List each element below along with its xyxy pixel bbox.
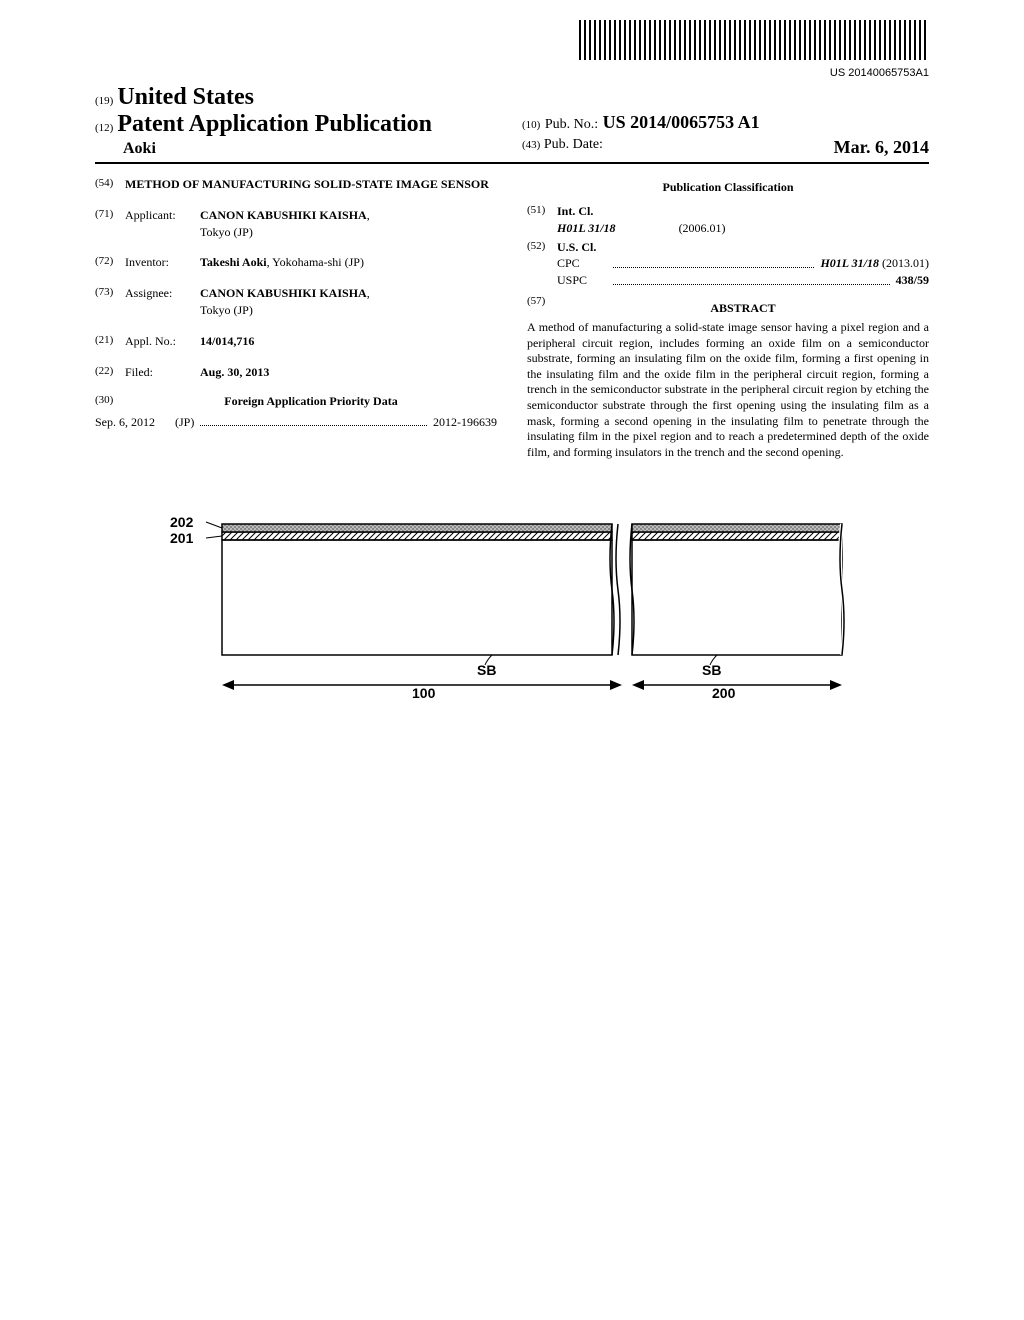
assignee-code: (73) (95, 285, 125, 319)
assignee-value: CANON KABUSHIKI KAISHA, Tokyo (JP) (200, 285, 497, 319)
cpc-label: CPC (557, 255, 607, 272)
code-19: (19) (95, 95, 113, 107)
filed-code: (22) (95, 364, 125, 381)
assignee-row: (73) Assignee: CANON KABUSHIKI KAISHA, T… (95, 285, 497, 319)
label-200: 200 (712, 685, 735, 701)
line-12: (12) Patent Application Publication (95, 111, 502, 138)
left-column: (54) METHOD OF MANUFACTURING SOLID-STATE… (95, 176, 497, 460)
inventor-row: (72) Inventor: Takeshi Aoki, Yokohama-sh… (95, 254, 497, 271)
header-row: (19) United States (12) Patent Applicati… (95, 84, 929, 164)
applicant-value: CANON KABUSHIKI KAISHA, Tokyo (JP) (200, 207, 497, 241)
uspc-value: 438/59 (896, 272, 929, 289)
title-code: (54) (95, 176, 125, 193)
assignee-loc: Tokyo (JP) (200, 303, 253, 317)
uscl-label-text: U.S. Cl. (557, 240, 596, 254)
applicant-row: (71) Applicant: CANON KABUSHIKI KAISHA, … (95, 207, 497, 241)
line-19: (19) United States (95, 84, 502, 111)
pub-no-label: Pub. No.: (545, 117, 598, 132)
applicant-loc: Tokyo (JP) (200, 225, 253, 239)
applno-value: 14/014,716 (200, 333, 497, 350)
abstract-text: A method of manufacturing a solid-state … (527, 320, 929, 460)
intcl-code: (51) (527, 203, 557, 220)
uspc-row: USPC 438/59 (557, 272, 929, 289)
header-left: (19) United States (12) Patent Applicati… (95, 84, 502, 158)
foreign-country: (JP) (175, 415, 194, 430)
invention-title: METHOD OF MANUFACTURING SOLID-STATE IMAG… (125, 176, 497, 193)
filed-row: (22) Filed: Aug. 30, 2013 (95, 364, 497, 381)
applno-number: 14/014,716 (200, 334, 254, 348)
foreign-heading: Foreign Application Priority Data (125, 394, 497, 409)
pub-no-line: (10) Pub. No.: US 2014/0065753 A1 (522, 112, 929, 133)
dotted-leader (200, 411, 427, 426)
figure-diagram: 202 201 SB SB 100 200 (172, 520, 852, 710)
intcl-label-text: Int. Cl. (557, 204, 593, 218)
author-line: Aoki (123, 140, 502, 158)
applno-label: Appl. No.: (125, 333, 200, 350)
barcode-text: US 20140065753A1 (95, 67, 929, 79)
code-10: (10) (522, 119, 540, 131)
right-column: Publication Classification (51) Int. Cl.… (527, 176, 929, 460)
label-100: 100 (412, 685, 435, 701)
applicant-name: CANON KABUSHIKI KAISHA (200, 208, 367, 222)
classification-section: (51) Int. Cl. H01L 31/18 (2006.01) (52) … (527, 203, 929, 289)
applicant-code: (71) (95, 207, 125, 241)
author-name: Aoki (123, 140, 156, 157)
uspc-value-text: 438/59 (896, 273, 929, 287)
inventor-code: (72) (95, 254, 125, 271)
pub-date-line: (43) Pub. Date: Mar. 6, 2014 (522, 137, 929, 158)
inventor-name: Takeshi Aoki (200, 255, 267, 269)
label-202: 202 (170, 514, 193, 530)
assignee-label: Assignee: (125, 285, 200, 319)
filed-value: Aug. 30, 2013 (200, 364, 497, 381)
abstract-code: (57) (527, 295, 557, 320)
filed-date: Aug. 30, 2013 (200, 365, 269, 379)
inventor-label: Inventor: (125, 254, 200, 271)
abstract-heading: ABSTRACT (557, 301, 929, 316)
intcl-year: (2006.01) (679, 221, 726, 235)
left-block (222, 524, 620, 655)
classification-heading: Publication Classification (527, 180, 929, 195)
title-row: (54) METHOD OF MANUFACTURING SOLID-STATE… (95, 176, 497, 193)
label-sb-left: SB (477, 662, 496, 678)
filed-label: Filed: (125, 364, 200, 381)
inventor-value: Takeshi Aoki, Yokohama-shi (JP) (200, 254, 497, 271)
label-sb-right: SB (702, 662, 721, 678)
united-states: United States (117, 84, 254, 110)
pub-no-value: US 2014/0065753 A1 (603, 112, 760, 132)
barcode-area: US 20140065753A1 (95, 20, 929, 79)
diagram-svg (172, 520, 852, 710)
code-12: (12) (95, 122, 113, 134)
inventor-loc: Yokohama-shi (JP) (272, 255, 364, 269)
applicant-label: Applicant: (125, 207, 200, 241)
intcl-row: H01L 31/18 (2006.01) (557, 220, 929, 237)
pub-date-label: Pub. Date: (544, 137, 603, 152)
foreign-priority-section: (30) Foreign Application Priority Data S… (95, 394, 497, 430)
foreign-priority-row: Sep. 6, 2012 (JP) 2012-196639 (95, 415, 497, 430)
uscl-label: U.S. Cl. (557, 239, 596, 256)
pub-date-value: Mar. 6, 2014 (834, 137, 929, 158)
foreign-date: Sep. 6, 2012 (95, 415, 155, 430)
dotted-leader (613, 251, 814, 268)
dotted-leader (613, 268, 890, 285)
assignee-name: CANON KABUSHIKI KAISHA (200, 286, 367, 300)
right-block (630, 524, 844, 655)
code-43: (43) (522, 139, 540, 151)
foreign-number: 2012-196639 (433, 415, 497, 430)
intcl-value: H01L 31/18 (557, 221, 616, 235)
barcode-graphic (579, 20, 929, 60)
header-right: (10) Pub. No.: US 2014/0065753 A1 (43) P… (502, 112, 929, 158)
applno-row: (21) Appl. No.: 14/014,716 (95, 333, 497, 350)
foreign-code: (30) (95, 394, 125, 409)
uscl-code: (52) (527, 239, 557, 256)
intcl-label: Int. Cl. (557, 203, 593, 220)
applno-code: (21) (95, 333, 125, 350)
publication-title: Patent Application Publication (117, 111, 432, 137)
label-201: 201 (170, 530, 193, 546)
uspc-label: USPC (557, 272, 607, 289)
two-column-body: (54) METHOD OF MANUFACTURING SOLID-STATE… (95, 176, 929, 460)
